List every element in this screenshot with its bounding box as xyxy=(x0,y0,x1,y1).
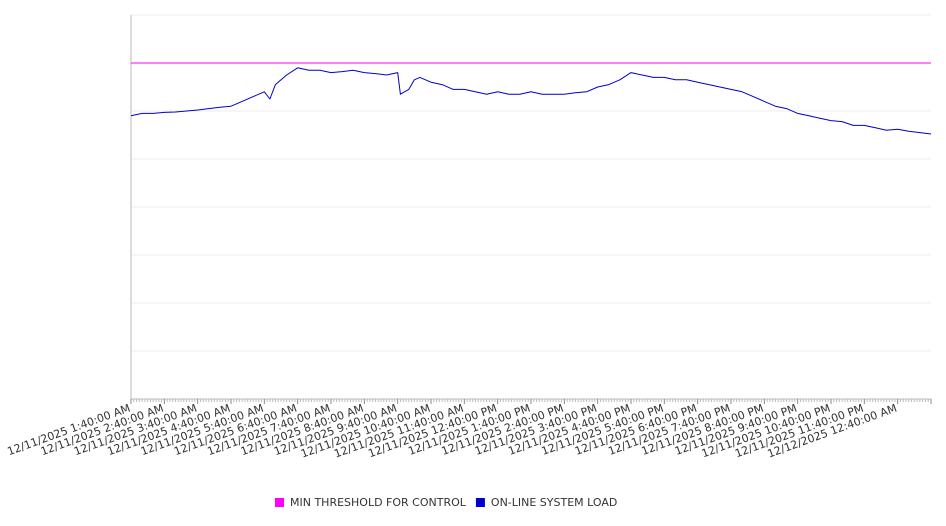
legend-swatch-system-load xyxy=(475,498,485,507)
series-system-load-line xyxy=(130,67,932,135)
series xyxy=(130,62,932,135)
grid xyxy=(131,14,931,352)
legend-label-system-load: ON-LINE SYSTEM LOAD xyxy=(491,496,617,509)
legend-label-min-threshold: MIN THRESHOLD FOR CONTROL xyxy=(290,496,467,509)
legend: MIN THRESHOLD FOR CONTROL ON-LINE SYSTEM … xyxy=(275,496,617,509)
axes xyxy=(130,15,932,404)
legend-swatch-min-threshold xyxy=(275,498,284,507)
